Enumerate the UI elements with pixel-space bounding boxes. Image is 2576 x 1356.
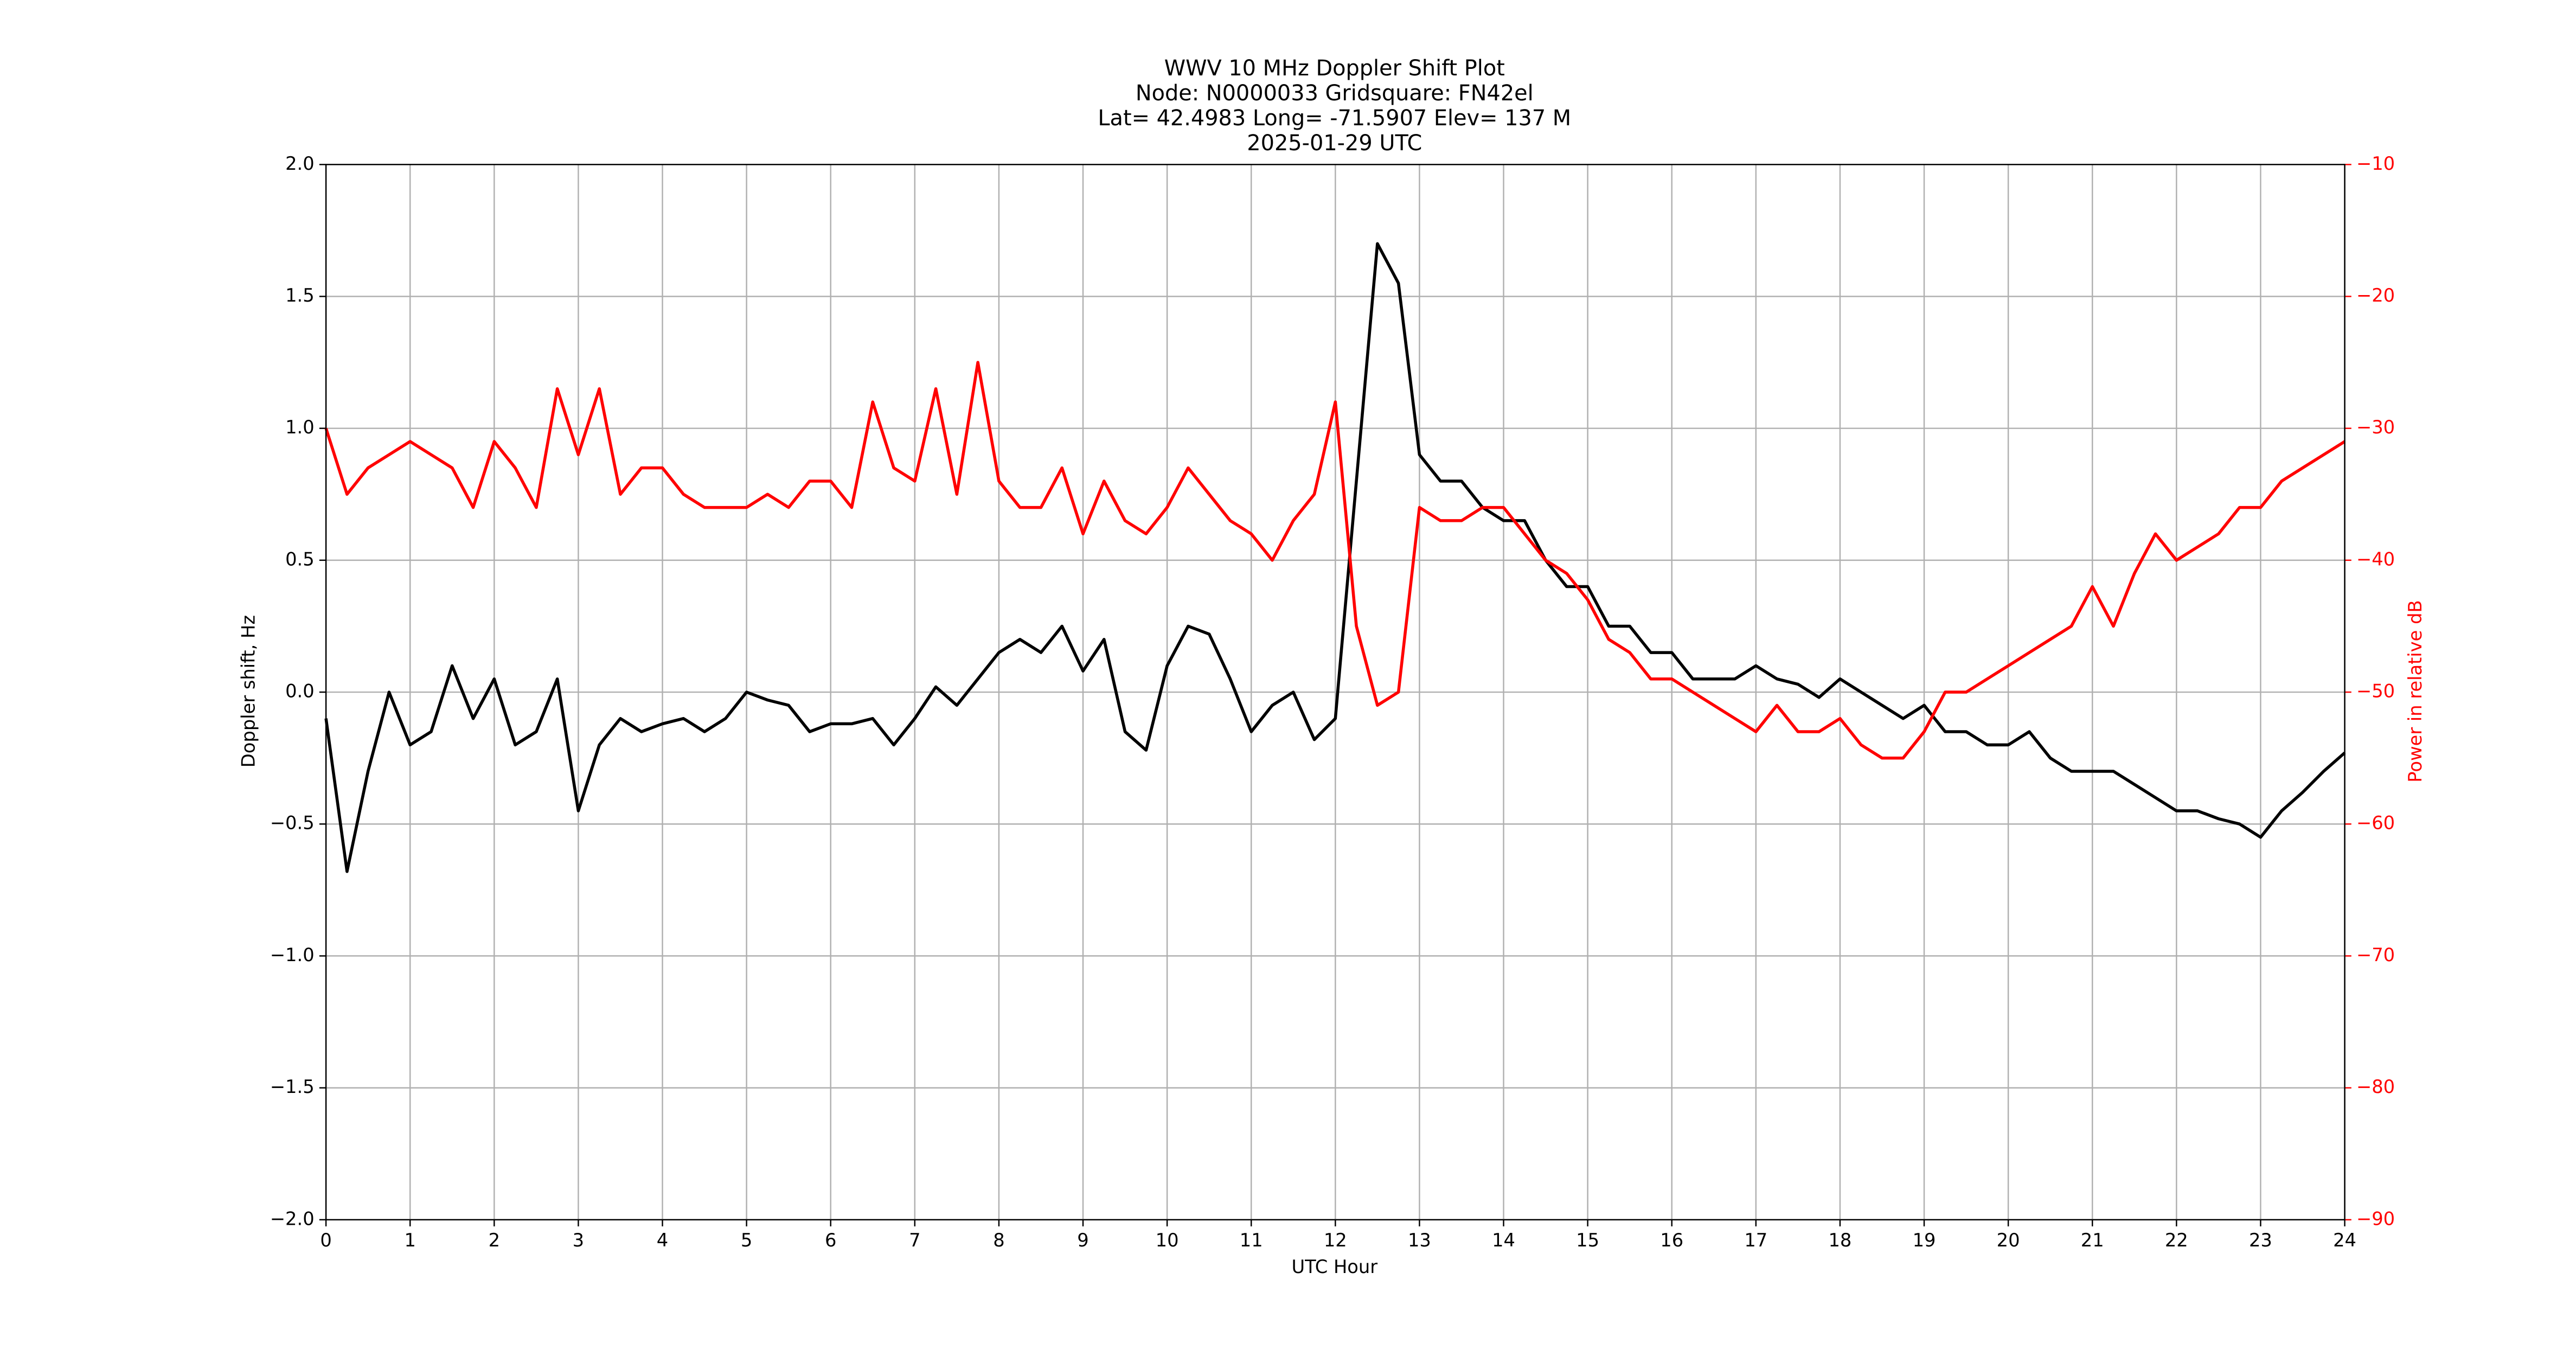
y2-tick-label: −70 [2356,944,2395,965]
y2-tick-label: −90 [2356,1208,2395,1229]
x-tick-label: 3 [573,1230,584,1251]
y-tick-label: 1.5 [285,285,315,306]
x-tick-label: 20 [1997,1230,2020,1251]
x-tick-label: 21 [2081,1230,2104,1251]
y-tick-label: 0.5 [285,548,315,570]
y2-tick-label: −40 [2356,548,2395,570]
x-tick-label: 7 [909,1230,920,1251]
x-tick-label: 18 [1828,1230,1851,1251]
chart-subtitle: 2025-01-29 UTC [1247,131,1422,156]
x-tick-label: 2 [489,1230,500,1251]
chart-subtitle: Node: N0000033 Gridsquare: FN42el [1136,81,1534,106]
y-tick-label: −2.0 [270,1208,315,1229]
x-tick-label: 19 [1913,1230,1936,1251]
y-tick-label: 1.0 [285,417,315,438]
x-tick-label: 14 [1492,1230,1515,1251]
y-tick-label: −1.0 [270,944,315,965]
x-tick-label: 5 [741,1230,752,1251]
plot-frame [325,164,2346,1220]
x-tick-label: 0 [320,1230,331,1251]
y2-tick-label: −50 [2356,681,2395,702]
x-axis-label: UTC Hour [1291,1256,1377,1277]
x-tick-label: 17 [1744,1230,1767,1251]
x-tick-label: 13 [1408,1230,1431,1251]
series-line [324,361,2346,760]
y-tick-label: 2.0 [285,153,315,174]
x-tick-label: 8 [993,1230,1004,1251]
x-tick-label: 11 [1240,1230,1263,1251]
y-tick-label: 0.0 [285,681,315,702]
x-tick-label: 9 [1077,1230,1088,1251]
y2-tick-label: −10 [2356,153,2395,174]
x-tick-label: 4 [657,1230,668,1251]
chart-title: WWV 10 MHz Doppler Shift Plot [1164,56,1505,81]
y2-tick-label: −60 [2356,813,2395,834]
series-line [324,242,2346,873]
y2-tick-label: −20 [2356,285,2395,306]
y2-tick-label: −30 [2356,417,2395,438]
x-tick-label: 16 [1660,1230,1683,1251]
x-tick-label: 15 [1576,1230,1599,1251]
x-tick-label: 6 [825,1230,836,1251]
y-tick-label: −0.5 [270,813,315,834]
x-tick-label: 24 [2333,1230,2356,1251]
x-tick-label: 10 [1156,1230,1179,1251]
x-tick-label: 12 [1324,1230,1347,1251]
y-tick-label: −1.5 [270,1076,315,1097]
chart-subtitle: Lat= 42.4983 Long= -71.5907 Elev= 137 M [1098,106,1571,131]
x-tick-label: 1 [404,1230,415,1251]
x-tick-label: 22 [2165,1230,2188,1251]
y-axis-label: Doppler shift, Hz [238,615,259,767]
y2-axis-label: Power in relative dB [2405,600,2426,782]
x-tick-label: 23 [2249,1230,2272,1251]
y2-tick-label: −80 [2356,1076,2395,1097]
